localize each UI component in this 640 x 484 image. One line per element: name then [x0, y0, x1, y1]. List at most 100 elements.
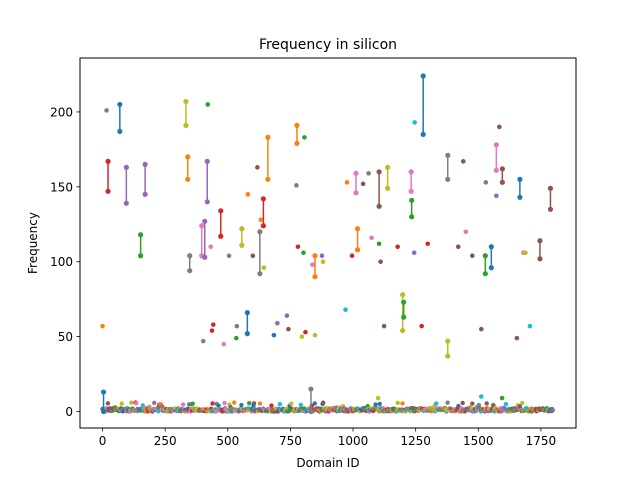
y-tick-label: 200: [50, 105, 73, 119]
x-axis: 0 250 500 750 1000 1250 1500 1750: [99, 428, 556, 448]
y-tick-label: 150: [50, 180, 73, 194]
baseline-point: [190, 401, 195, 406]
segment-endpoint: [265, 134, 271, 140]
baseline-point: [550, 408, 556, 413]
segment-endpoint: [401, 299, 407, 305]
data-point: [319, 253, 325, 259]
segment-endpoint: [409, 197, 415, 203]
baseline-point: [373, 402, 378, 407]
segment-endpoint: [547, 185, 554, 191]
segment-endpoint: [445, 338, 451, 344]
data-point: [375, 395, 381, 401]
segment-endpoint: [142, 191, 148, 197]
data-point: [286, 326, 291, 332]
segment-endpoint: [537, 256, 543, 262]
segment-endpoint: [260, 223, 266, 229]
segment-endpoint: [376, 203, 382, 209]
y-tick-label: 50: [58, 330, 73, 344]
data-point: [205, 102, 211, 107]
segment-endpoint: [239, 242, 245, 248]
data-point: [100, 323, 105, 329]
segment-endpoint: [420, 131, 426, 137]
data-point: [499, 395, 505, 401]
segment-endpoint: [445, 152, 451, 158]
data-point: [419, 323, 424, 329]
segment-endpoint: [409, 214, 415, 220]
data-point: [527, 323, 533, 329]
baseline-point: [400, 401, 405, 406]
data-point: [360, 181, 366, 187]
data-point: [310, 262, 315, 268]
baseline-point: [105, 401, 111, 406]
data-point: [343, 307, 348, 312]
baseline-point: [216, 403, 221, 408]
segment-endpoint: [187, 268, 193, 274]
y-axis-label: Frequency: [26, 212, 40, 274]
y-tick-label: 100: [50, 255, 73, 269]
segment-endpoint: [482, 253, 488, 259]
x-tick-label: 500: [216, 434, 239, 448]
segment-endpoint: [260, 196, 266, 202]
baseline-point: [491, 402, 496, 408]
segment-endpoint: [244, 331, 250, 337]
data-point: [209, 328, 215, 333]
segment-endpoint: [517, 176, 523, 182]
data-point: [463, 229, 469, 235]
segment-endpoint: [294, 122, 300, 129]
data-point: [261, 265, 267, 271]
baseline-point: [180, 402, 186, 407]
segment-endpoint: [482, 271, 488, 277]
data-point: [221, 341, 227, 347]
x-tick-label: 250: [154, 434, 177, 448]
segment-endpoint: [117, 128, 123, 135]
data-point: [210, 322, 216, 327]
data-point: [366, 171, 371, 176]
baseline-point: [152, 400, 157, 406]
baseline-point: [129, 400, 134, 405]
segment-endpoint: [199, 223, 205, 229]
baseline-point: [395, 400, 400, 406]
segment-endpoint: [257, 229, 263, 235]
segment-endpoint: [244, 310, 250, 316]
data-point: [455, 244, 461, 250]
data-point: [294, 183, 299, 188]
segment-endpoint: [408, 188, 414, 194]
baseline-point: [476, 402, 482, 408]
segment-endpoint: [445, 176, 451, 182]
data-point: [284, 313, 290, 318]
segment-endpoint: [218, 208, 224, 214]
segment-endpoint: [400, 328, 406, 334]
segment-endpoint: [294, 140, 300, 146]
segment-endpoint: [142, 161, 148, 167]
segment-endpoint: [353, 170, 359, 176]
baseline-point: [134, 401, 139, 406]
data-point: [395, 244, 400, 250]
baseline-point: [434, 401, 439, 406]
segment-endpoint: [517, 194, 523, 200]
segment-endpoint: [308, 386, 314, 392]
segment-endpoint: [123, 200, 129, 206]
data-point: [344, 180, 350, 185]
segment-endpoint: [138, 253, 144, 259]
data-point: [302, 135, 307, 140]
data-point: [425, 241, 431, 247]
data-point: [494, 193, 499, 199]
baseline-point: [519, 400, 525, 406]
segment-endpoint: [185, 154, 191, 160]
plot-area: [100, 73, 556, 415]
segment-endpoint: [488, 265, 494, 271]
x-axis-label: Domain ID: [296, 456, 359, 470]
data-point: [369, 235, 374, 241]
segment-endpoint: [202, 218, 208, 224]
data-point: [234, 335, 239, 341]
data-point: [378, 259, 383, 265]
data-layer: [100, 73, 556, 415]
data-point: [200, 338, 206, 344]
segment-endpoint: [204, 158, 210, 164]
baseline-point: [119, 401, 124, 406]
segment-endpoint: [218, 233, 224, 239]
baseline-point: [239, 402, 244, 408]
baseline-point: [312, 401, 317, 406]
baseline-point: [289, 401, 294, 406]
